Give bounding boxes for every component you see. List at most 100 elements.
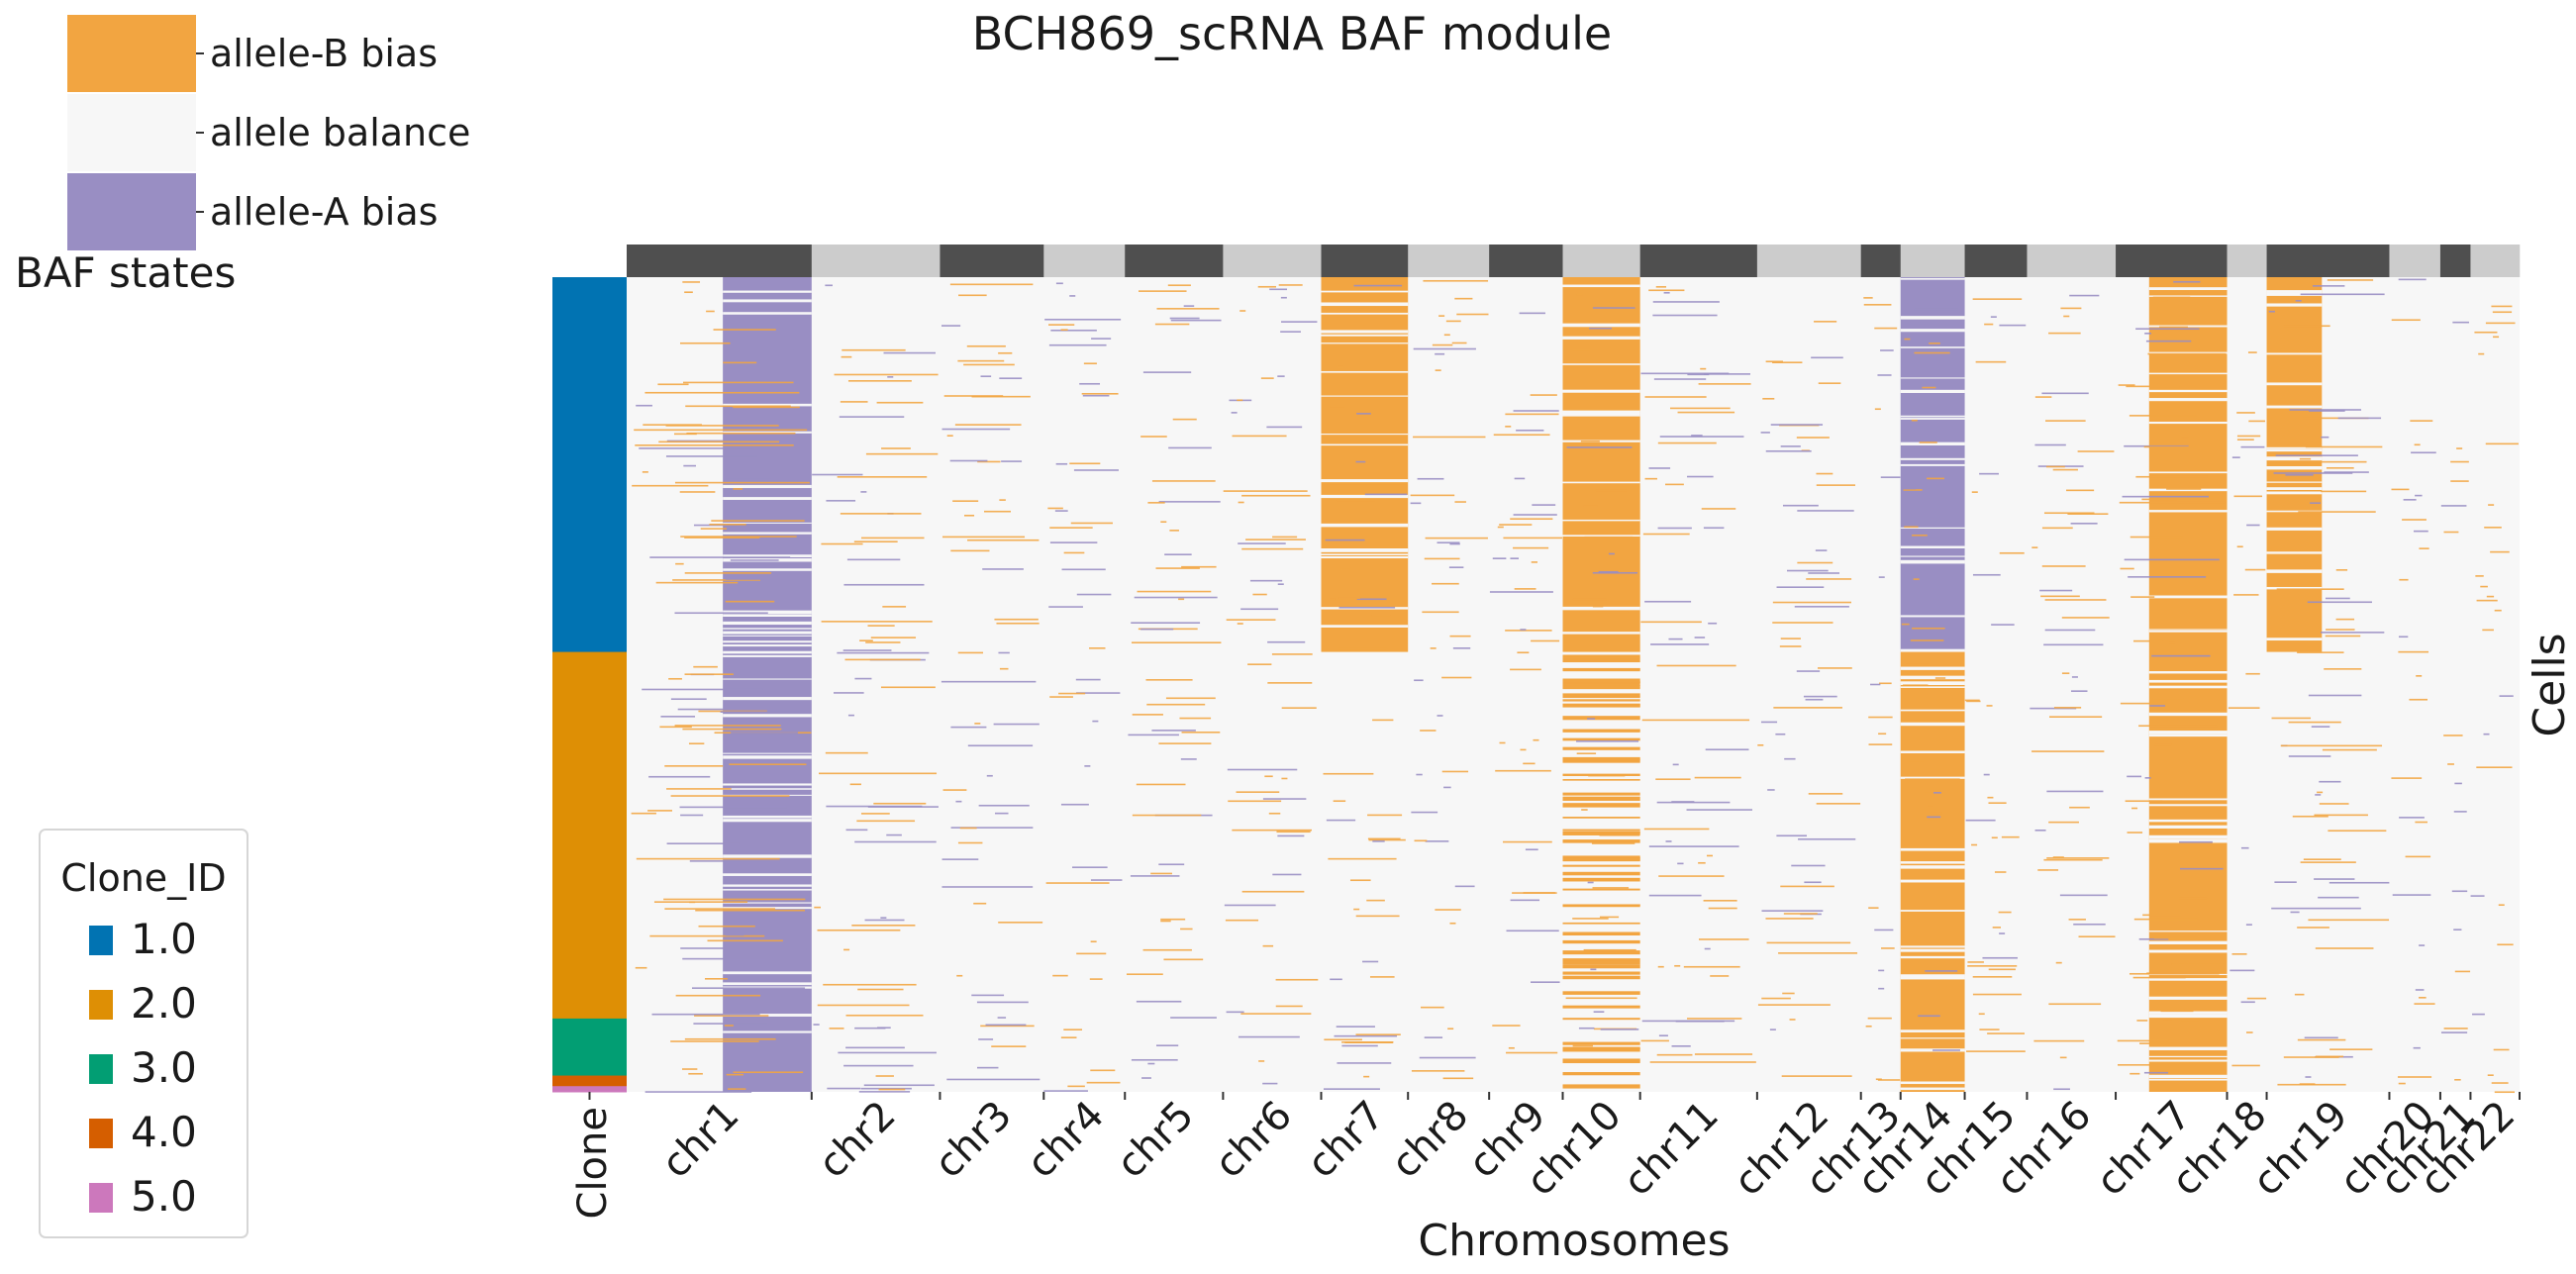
noise-line <box>2440 1031 2468 1033</box>
noise-line <box>2499 695 2514 697</box>
noise-line <box>2321 460 2367 463</box>
region-gap <box>1562 336 1640 340</box>
region-gap <box>1900 945 1965 948</box>
noise-line <box>2453 929 2462 931</box>
noise-line <box>942 789 967 791</box>
noise-line <box>858 1091 911 1093</box>
noise-line <box>1765 360 1783 363</box>
noise-line <box>1986 705 1993 707</box>
noise-line <box>2399 578 2409 581</box>
noise-line <box>2125 800 2163 803</box>
noise-line <box>1137 590 1212 593</box>
region-gap <box>1900 277 1965 280</box>
region-gap <box>723 971 812 975</box>
noise-line <box>1964 699 1980 702</box>
noise-line <box>1050 329 1097 332</box>
noise-line <box>837 476 928 478</box>
noise-line <box>2327 279 2374 281</box>
noise-line <box>2451 890 2468 893</box>
region-gap <box>1321 555 1409 559</box>
noise-line <box>849 783 861 786</box>
noise-line <box>1589 327 1613 330</box>
region-gap <box>723 873 812 876</box>
noise-line <box>725 933 744 936</box>
noise-line <box>674 725 781 727</box>
noise-line <box>1580 440 1600 442</box>
noise-line <box>1272 536 1298 539</box>
clone-segment-2.0 <box>552 651 627 1020</box>
noise-line <box>2492 311 2513 314</box>
noise-line <box>1650 643 1710 645</box>
noise-line <box>1924 792 1934 794</box>
noise-line <box>2044 599 2107 601</box>
noise-line <box>2317 791 2324 794</box>
noise-line <box>814 906 821 909</box>
noise-line <box>2236 439 2254 441</box>
region-gap <box>723 299 812 303</box>
noise-line <box>1988 968 2016 971</box>
region-line <box>1562 864 1640 867</box>
noise-line <box>1929 1041 1953 1043</box>
region-gap <box>723 1030 812 1033</box>
chrom-header-chr22 <box>2470 245 2521 277</box>
noise-line <box>1965 819 1996 822</box>
noise-line <box>1140 628 1174 631</box>
noise-line <box>1772 601 1851 604</box>
region-gap <box>1900 615 1965 618</box>
noise-line <box>2179 867 2224 870</box>
noise-line <box>1492 1025 1521 1027</box>
baf-legend-label: allele-B bias <box>210 32 438 75</box>
noise-line <box>2060 307 2082 310</box>
noise-line <box>2131 807 2138 810</box>
noise-line <box>1595 489 1628 492</box>
region-gap <box>723 884 812 887</box>
noise-line <box>673 433 697 436</box>
noise-line <box>957 359 1005 362</box>
noise-line <box>1249 579 1283 582</box>
noise-line <box>1045 882 1110 884</box>
noise-line <box>1410 502 1422 505</box>
noise-line <box>2135 328 2200 331</box>
noise-line <box>1141 1077 1151 1079</box>
noise-line <box>2413 530 2428 533</box>
noise-line <box>1276 831 1311 833</box>
noise-line <box>1932 1049 1960 1051</box>
noise-line <box>1578 1027 1595 1029</box>
region-line <box>1562 685 1640 688</box>
noise-line <box>2273 472 2353 474</box>
chrom-header-chr12 <box>1756 245 1862 277</box>
noise-line <box>1422 611 1459 614</box>
noise-line <box>1076 593 1112 596</box>
chrom-header-chr1 <box>627 245 813 277</box>
noise-line <box>1131 641 1222 644</box>
noise-line <box>1257 285 1276 288</box>
region-line <box>1562 729 1640 733</box>
noise-line <box>2071 676 2078 678</box>
noise-line <box>675 994 761 997</box>
noise-line <box>2073 923 2106 926</box>
noise-line <box>2474 331 2498 334</box>
noise-line <box>1787 569 1829 572</box>
noise-line <box>2443 531 2459 534</box>
noise-line <box>2041 527 2073 530</box>
noise-line <box>1505 426 1512 428</box>
noise-line <box>996 622 1040 625</box>
region-gap <box>1321 395 1409 397</box>
noise-line <box>853 540 898 543</box>
noise-line <box>1644 396 1707 398</box>
region-gap <box>723 628 812 630</box>
noise-line <box>1371 614 1391 617</box>
noise-line <box>1510 668 1541 671</box>
noise-line <box>1158 863 1185 866</box>
noise-line <box>1598 1072 1637 1074</box>
noise-line <box>1514 588 1536 590</box>
region-gap <box>1321 312 1409 315</box>
noise-line <box>1454 885 1475 888</box>
noise-line <box>967 744 1034 747</box>
region-gap <box>2266 569 2323 573</box>
noise-line <box>2233 495 2263 498</box>
clone-legend-label: 1.0 <box>131 915 197 963</box>
noise-line <box>2280 744 2383 747</box>
region-line <box>1562 703 1640 708</box>
chromosome-header-bar <box>627 245 2521 277</box>
